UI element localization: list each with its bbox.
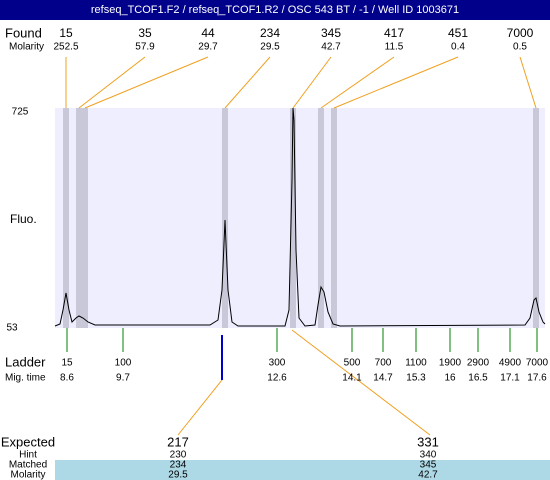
title-bar [0, 0, 550, 20]
expected-hint: 230 [170, 450, 187, 461]
ladder-size: 2900 [467, 358, 490, 369]
found-size: 345 [321, 26, 341, 40]
ladder-size: 100 [115, 358, 132, 369]
ladder-time: 16 [444, 373, 456, 384]
ladder-time: 9.7 [116, 373, 130, 384]
peak-connector [78, 56, 146, 109]
peak-band [290, 108, 296, 328]
expected-row-label: Matched [9, 460, 47, 471]
axis-max: 725 [12, 107, 29, 118]
molarity-label: Molarity [9, 42, 44, 53]
peak-connector [333, 56, 459, 109]
peak-band [76, 108, 82, 328]
expected-connector [177, 379, 223, 436]
found-size: 7000 [507, 26, 534, 40]
found-molarity: 252.5 [53, 42, 78, 53]
ladder-size: 1100 [405, 358, 427, 369]
found-size: 417 [384, 26, 404, 40]
ladder-time: 15.3 [406, 373, 426, 384]
expected-molarity: 42.7 [418, 470, 438, 480]
ladder-time: 14.7 [373, 373, 393, 384]
found-size: 35 [138, 26, 152, 40]
found-molarity: 29.5 [260, 42, 280, 53]
found-molarity: 29.7 [198, 42, 218, 53]
expected-row-label: Expected [1, 434, 55, 449]
peak-connector [224, 56, 271, 109]
found-size: 44 [201, 26, 215, 40]
expected-expected: 217 [167, 434, 189, 449]
expected-molarity: 29.5 [168, 470, 188, 480]
peak-band [331, 108, 337, 328]
expected-connector [291, 329, 431, 436]
ladder-size: 700 [375, 358, 392, 369]
found-size: 451 [448, 26, 468, 40]
expected-matched: 234 [170, 460, 187, 471]
ladder-size: 1900 [439, 358, 462, 369]
ladder-time: 17.6 [527, 373, 547, 384]
title: refseq_TCOF1.F2 / refseq_TCOF1.R2 / OSC … [91, 4, 459, 16]
expected-row-label: Molarity [10, 470, 45, 480]
expected-expected: 331 [417, 434, 439, 449]
found-size: 234 [260, 26, 280, 40]
peak-band [82, 108, 88, 328]
ladder-size: 7000 [526, 358, 549, 369]
found-molarity: 57.9 [135, 42, 155, 53]
peak-band [533, 108, 539, 328]
axis-label: Fluo. [10, 212, 37, 226]
ladder-time: 12.6 [267, 373, 287, 384]
found-size: 15 [59, 26, 73, 40]
ladder-size: 15 [61, 358, 73, 369]
ladder-size: 500 [344, 358, 361, 369]
ladder-label: Ladder [5, 354, 46, 369]
peak-band [63, 108, 69, 328]
peak-connector [519, 56, 537, 109]
ladder-time: 8.6 [60, 373, 74, 384]
plot-area [55, 108, 545, 328]
ladder-size: 4900 [499, 358, 522, 369]
peak-band [222, 108, 228, 328]
found-molarity: 0.4 [451, 42, 465, 53]
ladder-size: 300 [269, 358, 286, 369]
found-molarity: 0.5 [513, 42, 527, 53]
expected-row-label: Hint [19, 450, 37, 461]
peak-connector [320, 56, 395, 109]
matched-band [55, 460, 550, 480]
found-molarity: 11.5 [385, 42, 404, 53]
axis-min: 53 [6, 323, 18, 334]
trace [54, 107, 546, 327]
ladder-time: 14.1 [342, 373, 362, 384]
found-molarity: 42.7 [321, 42, 341, 53]
found-label: Found [5, 25, 42, 40]
ladder-time: 17.1 [500, 373, 520, 384]
expected-matched: 345 [420, 460, 437, 471]
mig-time-label: Mig. time [5, 373, 46, 384]
peak-connector [292, 56, 332, 109]
ladder-time: 16.5 [468, 373, 488, 384]
peak-band [318, 108, 324, 328]
expected-hint: 340 [420, 450, 437, 461]
peak-connector [84, 56, 209, 109]
